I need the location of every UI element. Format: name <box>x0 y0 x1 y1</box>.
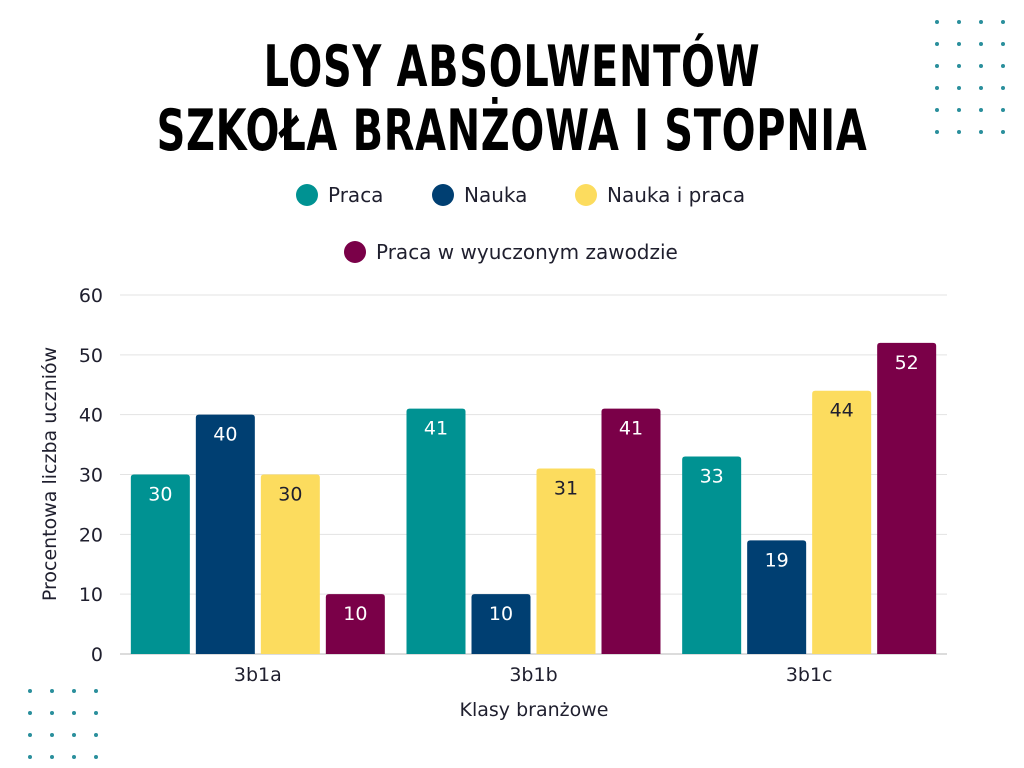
decoration-dot <box>979 20 983 24</box>
x-tick-label: 3b1a <box>234 664 282 686</box>
decoration-dot <box>1001 20 1005 24</box>
x-tick-label: 3b1b <box>509 664 557 686</box>
bar-value-label: 33 <box>700 466 724 488</box>
decoration-dot <box>979 42 983 46</box>
legend-label-nauka-i-praca: Nauka i praca <box>607 183 746 207</box>
bar-value-label: 30 <box>278 484 302 506</box>
decoration-dot <box>935 130 939 134</box>
legend-label-praca-w-zawodzie: Praca w wyuczonym zawodzie <box>376 240 678 264</box>
decoration-dot <box>979 64 983 68</box>
bar-3b1c-series-3 <box>877 342 937 654</box>
decoration-dot <box>935 42 939 46</box>
bar-3b1b-series-1 <box>471 594 531 654</box>
bar-value-label: 30 <box>148 484 172 506</box>
decoration-dot <box>1001 130 1005 134</box>
y-tick-label: 50 <box>79 345 103 367</box>
decoration-dot <box>1001 42 1005 46</box>
bar-3b1a-series-1 <box>195 414 255 654</box>
decoration-dot <box>72 689 76 693</box>
grid-lines <box>120 294 947 655</box>
x-axis-ticks: 3b1a 3b1b 3b1c <box>234 664 833 686</box>
y-axis-ticks: 0 10 20 30 40 50 60 <box>79 285 103 666</box>
decoration-dot <box>935 108 939 112</box>
y-axis-label: Procentowa liczba uczniów <box>39 347 61 601</box>
decoration-dot <box>50 689 54 693</box>
decoration-dot <box>72 755 76 759</box>
y-tick-label: 30 <box>79 465 103 487</box>
decoration-dot <box>28 755 32 759</box>
legend-swatch-praca-w-zawodzie <box>344 241 366 263</box>
decoration-dot <box>50 711 54 715</box>
decoration-dot <box>935 20 939 24</box>
y-tick-label: 60 <box>79 285 103 307</box>
decoration-dot <box>72 733 76 737</box>
bar-value-label: 19 <box>765 549 789 571</box>
bar-value-label: 10 <box>343 603 367 625</box>
bar-value-label: 41 <box>619 418 643 440</box>
bar-3b1b-series-2 <box>536 468 596 654</box>
legend-item-praca-w-zawodzie: Praca w wyuczonym zawodzie <box>344 240 678 264</box>
decoration-dot <box>94 755 98 759</box>
bar-value-label: 10 <box>489 603 513 625</box>
decoration-dot <box>1001 64 1005 68</box>
decoration-dot <box>957 64 961 68</box>
decoration-dot <box>1001 86 1005 90</box>
bar-3b1a-series-2 <box>260 474 320 654</box>
legend-label-nauka: Nauka <box>464 183 528 207</box>
decoration-dot <box>50 755 54 759</box>
bar-3b1c-series-1 <box>747 540 807 654</box>
bar-value-label: 52 <box>895 352 919 374</box>
decoration-dot <box>979 86 983 90</box>
bar-3b1b-series-0 <box>406 408 466 654</box>
legend-swatch-praca <box>296 184 318 206</box>
legend-label-praca: Praca <box>328 183 384 207</box>
y-tick-label: 10 <box>79 584 103 606</box>
decoration-dot <box>957 20 961 24</box>
chart-title-line-2: SZKOŁA BRANŻOWA I STOPNIA <box>156 98 868 164</box>
decoration-dot <box>957 130 961 134</box>
decoration-dot <box>957 108 961 112</box>
decoration-dot <box>935 64 939 68</box>
decoration-dot <box>28 689 32 693</box>
x-axis-label: Klasy branżowe <box>460 699 609 721</box>
decoration-dot <box>1001 108 1005 112</box>
decoration-dot <box>94 711 98 715</box>
legend-item-praca: Praca <box>296 183 383 207</box>
decoration-dot <box>979 130 983 134</box>
bar-3b1c-series-2 <box>812 390 872 654</box>
chart-title-line-1: LOSY ABSOLWENTÓW <box>263 34 761 100</box>
y-tick-label: 20 <box>79 524 103 546</box>
bar-3b1c-series-0 <box>682 456 742 654</box>
legend-item-nauka-i-praca: Nauka i praca <box>575 183 745 207</box>
legend-swatch-nauka-i-praca <box>575 184 597 206</box>
y-tick-label: 40 <box>79 405 103 427</box>
decoration-dot <box>72 711 76 715</box>
decoration-dot <box>28 711 32 715</box>
decoration-dot <box>50 733 54 737</box>
bars: 30 40 30 10 41 10 31 41 33 19 44 52 <box>130 342 937 654</box>
bar-3b1b-series-3 <box>601 408 661 654</box>
bar-3b1a-series-3 <box>325 594 385 654</box>
decoration-dot <box>28 733 32 737</box>
decoration-dot <box>957 86 961 90</box>
decoration-dot <box>94 733 98 737</box>
bar-value-label: 41 <box>424 418 448 440</box>
decoration-dot <box>935 86 939 90</box>
y-tick-label: 0 <box>91 644 103 666</box>
bar-value-label: 40 <box>213 424 237 446</box>
decoration-dot <box>94 689 98 693</box>
bar-value-label: 31 <box>554 478 578 500</box>
decoration-dot <box>957 42 961 46</box>
bar-3b1a-series-0 <box>130 474 190 654</box>
legend-item-nauka: Nauka <box>432 183 527 207</box>
x-tick-label: 3b1c <box>786 664 833 686</box>
decoration-dot <box>979 108 983 112</box>
bar-value-label: 44 <box>830 400 854 422</box>
legend-swatch-nauka <box>432 184 454 206</box>
